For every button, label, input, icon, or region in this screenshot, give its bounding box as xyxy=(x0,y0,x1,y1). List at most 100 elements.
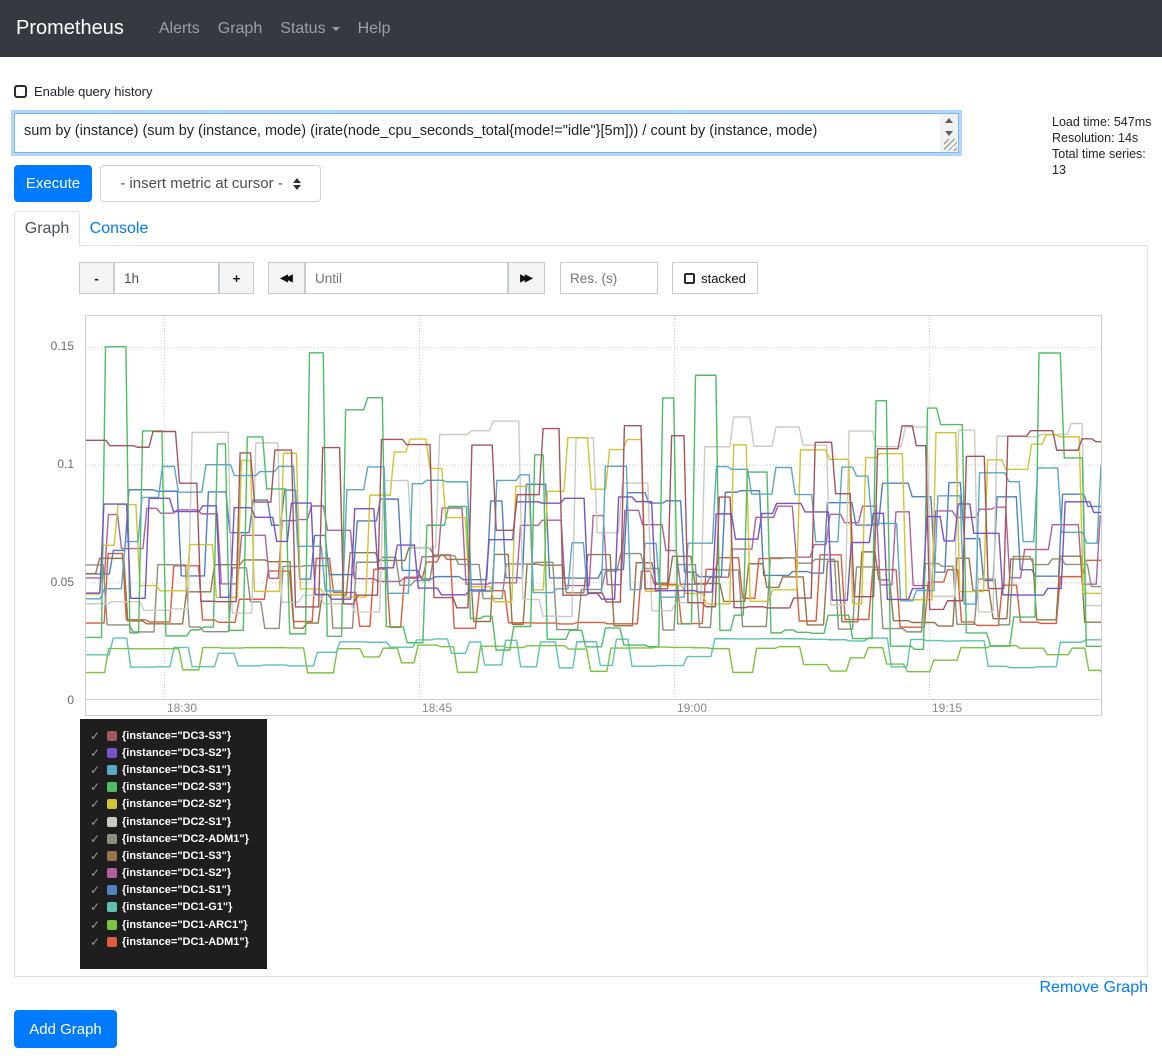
y-tick-label: 0.1 xyxy=(57,457,74,471)
y-tick-label: 0.05 xyxy=(51,575,74,589)
legend-item[interactable]: ✓ {instance="DC1-ARC1"} xyxy=(90,916,259,933)
resize-grip-icon[interactable] xyxy=(944,139,957,151)
series-label: {instance="DC2-S2"} xyxy=(122,798,231,810)
legend-item[interactable]: ✓ {instance="DC2-S1"} xyxy=(90,813,259,830)
legend-item[interactable]: ✓ {instance="DC1-ADM1"} xyxy=(90,933,259,950)
legend-item[interactable]: ✓ {instance="DC2-S2"} xyxy=(90,796,259,813)
series-color-swatch xyxy=(107,885,117,895)
tab-console[interactable]: Console xyxy=(80,211,158,246)
series-label: {instance="DC1-S2"} xyxy=(122,867,231,879)
series-color-swatch xyxy=(107,868,117,878)
time-forward-button[interactable]: ▶▶ xyxy=(508,262,545,294)
check-icon: ✓ xyxy=(90,883,102,897)
check-icon: ✓ xyxy=(90,797,102,811)
rewind-icon: ◀◀ xyxy=(280,273,292,284)
series-label: {instance="DC1-S3"} xyxy=(122,850,231,862)
stacked-toggle-button[interactable]: stacked xyxy=(672,262,758,294)
query-history-checkbox[interactable] xyxy=(14,85,27,98)
series-label: {instance="DC3-S2"} xyxy=(122,747,231,759)
stacked-checkbox-icon xyxy=(684,273,695,284)
check-icon: ✓ xyxy=(90,815,102,829)
query-history-label: Enable query history xyxy=(34,84,153,99)
series-label: {instance="DC1-S1"} xyxy=(122,884,231,896)
tab-graph[interactable]: Graph xyxy=(14,211,80,246)
series-color-swatch xyxy=(107,782,117,792)
insert-metric-select-value: - insert metric at cursor - xyxy=(120,175,283,192)
legend: ✓ {instance="DC3-S3"} ✓ {instance="DC3-S2"}… xyxy=(80,719,267,969)
series-label: {instance="DC2-S3"} xyxy=(122,781,231,793)
remove-graph-link[interactable]: Remove Graph xyxy=(1040,979,1149,997)
check-icon: ✓ xyxy=(90,935,102,949)
check-icon: ✓ xyxy=(90,729,102,743)
series-label: {instance="DC1-G1"} xyxy=(122,901,232,913)
check-icon: ✓ xyxy=(90,780,102,794)
legend-item[interactable]: ✓ {instance="DC2-ADM1"} xyxy=(90,830,259,847)
resolution-input[interactable] xyxy=(560,262,658,294)
nav-item-status-label: Status xyxy=(280,20,325,38)
legend-item[interactable]: ✓ {instance="DC1-S2"} xyxy=(90,865,259,882)
nav-item-help-label: Help xyxy=(358,20,391,38)
series-label: {instance="DC2-ADM1"} xyxy=(122,833,249,845)
series-color-swatch xyxy=(107,799,117,809)
stat-total-series: Total time series: 13 xyxy=(1052,146,1162,178)
brand-link[interactable]: Prometheus xyxy=(16,17,124,40)
x-axis-labels: 18:3018:4519:0019:15 xyxy=(86,701,1101,715)
navbar: Prometheus Alerts Graph Status Help xyxy=(0,0,1162,57)
range-shrink-button[interactable]: - xyxy=(79,262,114,294)
scroll-up-icon[interactable] xyxy=(940,114,958,127)
nav-item-graph[interactable]: Graph xyxy=(209,12,271,46)
legend-item[interactable]: ✓{instance="DC1-S3"} xyxy=(90,847,259,864)
execute-button[interactable]: Execute xyxy=(14,165,92,202)
nav-item-alerts[interactable]: Alerts xyxy=(150,12,209,46)
series-label: {instance="DC3-S3"} xyxy=(122,730,231,742)
query-stats: Load time: 547ms Resolution: 14s Total t… xyxy=(1052,114,1162,178)
insert-metric-select[interactable]: - insert metric at cursor - xyxy=(100,165,321,202)
x-tick-label: 18:30 xyxy=(167,701,197,715)
legend-item[interactable]: ✓ {instance="DC3-S2"} xyxy=(90,744,259,761)
stat-resolution: Resolution: 14s xyxy=(1052,130,1162,146)
check-icon: ✓ xyxy=(90,900,102,914)
legend-item[interactable]: ✓ {instance="DC1-G1"} xyxy=(90,899,259,916)
legend-item[interactable]: ✓ {instance="DC2-S3"} xyxy=(90,779,259,796)
chart-plot[interactable] xyxy=(86,316,1101,700)
query-input-wrap: sum by (instance) (sum by (instance, mod… xyxy=(14,113,959,153)
check-icon: ✓ xyxy=(90,866,102,880)
stacked-label: stacked xyxy=(701,271,746,286)
check-icon: ✓ xyxy=(90,746,102,760)
y-tick-label: 0.15 xyxy=(51,339,74,353)
caret-down-icon xyxy=(332,27,340,31)
time-back-button[interactable]: ◀◀ xyxy=(268,262,305,294)
add-graph-button[interactable]: Add Graph xyxy=(14,1010,117,1048)
check-icon: ✓ xyxy=(90,763,102,777)
prometheus-app: Prometheus Alerts Graph Status Help Enab… xyxy=(0,0,1162,1056)
nav-item-graph-label: Graph xyxy=(218,20,262,38)
x-tick-label: 18:45 xyxy=(422,701,452,715)
series-label: {instance="DC1-ADM1"} xyxy=(122,936,249,948)
nav-item-status[interactable]: Status xyxy=(271,12,348,46)
legend-item[interactable]: ✓ {instance="DC3-S1"} xyxy=(90,761,259,778)
query-expression-input[interactable]: sum by (instance) (sum by (instance, mod… xyxy=(15,114,941,152)
select-arrows-icon xyxy=(293,178,301,190)
range-grow-button[interactable]: + xyxy=(219,262,254,294)
range-input[interactable] xyxy=(114,262,219,294)
series-color-swatch xyxy=(107,920,117,930)
check-icon: ✓ xyxy=(90,918,102,932)
legend-item[interactable]: ✓ {instance="DC3-S3"} xyxy=(90,727,259,744)
series-label: {instance="DC3-S1"} xyxy=(122,764,231,776)
nav-item-alerts-label: Alerts xyxy=(159,20,200,38)
y-tick-label: 0 xyxy=(67,693,74,707)
series-color-swatch xyxy=(107,817,117,827)
y-axis-labels: 0 0.05 0.1 0.15 xyxy=(38,315,80,716)
series-label: {instance="DC1-ARC1"} xyxy=(122,919,248,931)
until-input[interactable] xyxy=(305,262,508,294)
nav-item-help[interactable]: Help xyxy=(349,12,400,46)
legend-item[interactable]: ✓ {instance="DC1-S1"} xyxy=(90,882,259,899)
series-color-swatch xyxy=(107,748,117,758)
series-color-swatch xyxy=(107,902,117,912)
series-line xyxy=(86,638,1101,668)
series-color-swatch xyxy=(107,765,117,775)
series-label: {instance="DC2-S1"} xyxy=(122,816,231,828)
series-line xyxy=(86,645,1101,673)
series-color-swatch xyxy=(107,834,117,844)
check-icon: ✓ xyxy=(90,832,102,846)
